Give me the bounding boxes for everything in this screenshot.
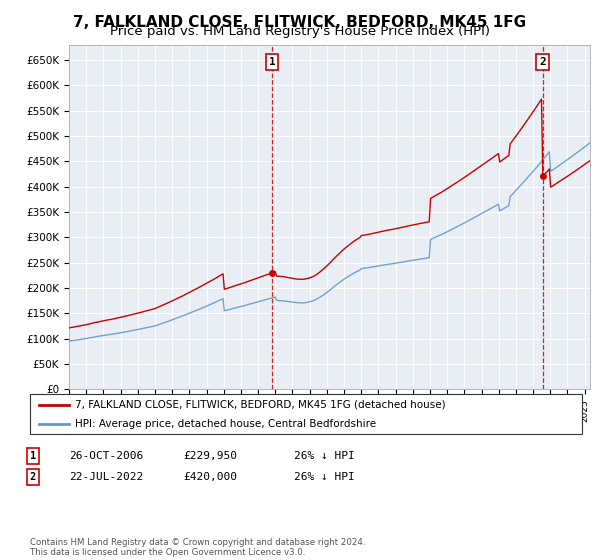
Text: Contains HM Land Registry data © Crown copyright and database right 2024.
This d: Contains HM Land Registry data © Crown c… <box>30 538 365 557</box>
Text: 22-JUL-2022: 22-JUL-2022 <box>69 472 143 482</box>
Text: £229,950: £229,950 <box>183 451 237 461</box>
Text: 26% ↓ HPI: 26% ↓ HPI <box>294 472 355 482</box>
Text: 7, FALKLAND CLOSE, FLITWICK, BEDFORD, MK45 1FG (detached house): 7, FALKLAND CLOSE, FLITWICK, BEDFORD, MK… <box>75 400 446 410</box>
Text: 2: 2 <box>30 472 36 482</box>
Text: Price paid vs. HM Land Registry's House Price Index (HPI): Price paid vs. HM Land Registry's House … <box>110 25 490 38</box>
Text: 26% ↓ HPI: 26% ↓ HPI <box>294 451 355 461</box>
Text: HPI: Average price, detached house, Central Bedfordshire: HPI: Average price, detached house, Cent… <box>75 419 376 429</box>
Text: 26-OCT-2006: 26-OCT-2006 <box>69 451 143 461</box>
Text: 1: 1 <box>269 57 275 67</box>
Text: £420,000: £420,000 <box>183 472 237 482</box>
Text: 2: 2 <box>539 57 546 67</box>
Text: 1: 1 <box>30 451 36 461</box>
Text: 7, FALKLAND CLOSE, FLITWICK, BEDFORD, MK45 1FG: 7, FALKLAND CLOSE, FLITWICK, BEDFORD, MK… <box>73 15 527 30</box>
